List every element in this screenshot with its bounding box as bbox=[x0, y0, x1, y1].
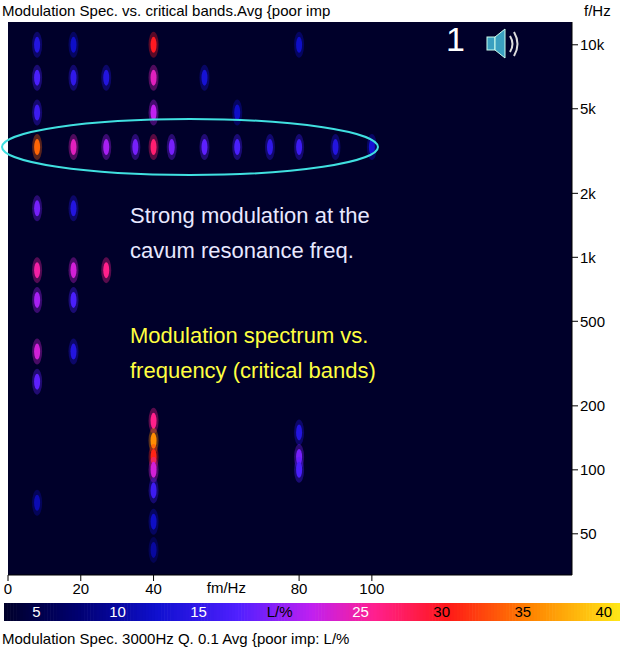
svg-text:40: 40 bbox=[595, 603, 612, 620]
svg-text:0: 0 bbox=[4, 580, 12, 597]
svg-text:5: 5 bbox=[32, 603, 40, 620]
svg-text:20: 20 bbox=[72, 580, 89, 597]
html-text:f/Hz: f/Hz bbox=[584, 2, 611, 19]
svg-text:2k: 2k bbox=[580, 185, 596, 202]
svg-text:25: 25 bbox=[352, 603, 369, 620]
svg-text:35: 35 bbox=[514, 603, 531, 620]
html-text:1: 1 bbox=[446, 20, 465, 58]
svg-text:100: 100 bbox=[359, 580, 384, 597]
svg-text:1k: 1k bbox=[580, 249, 596, 266]
html-text:Modulation Spec. 3000Hz Q. 0.1: Modulation Spec. 3000Hz Q. 0.1 Avg {poor… bbox=[2, 630, 350, 647]
svg-text:10: 10 bbox=[109, 603, 126, 620]
svg-text:80: 80 bbox=[291, 580, 308, 597]
svg-text:30: 30 bbox=[433, 603, 450, 620]
svg-text:50: 50 bbox=[580, 525, 597, 542]
svg-text:40: 40 bbox=[145, 580, 162, 597]
svg-text:15: 15 bbox=[190, 603, 207, 620]
html-text:Modulation spectrum vs. freque: Modulation spectrum vs. frequency (criti… bbox=[130, 323, 376, 384]
html-text:Modulation Spec. vs. critical: Modulation Spec. vs. critical bands.Avg … bbox=[2, 2, 331, 19]
svg-text:5k: 5k bbox=[580, 100, 596, 117]
svg-text:200: 200 bbox=[580, 397, 605, 414]
svg-text:500: 500 bbox=[580, 313, 605, 330]
html-text:fm/Hz: fm/Hz bbox=[206, 579, 246, 596]
svg-text:L/%: L/% bbox=[267, 603, 293, 620]
svg-text:10k: 10k bbox=[580, 36, 605, 53]
svg-text:100: 100 bbox=[580, 461, 605, 478]
html-text:Strong modulation at the cavum: Strong modulation at the cavum resonance… bbox=[130, 203, 370, 264]
